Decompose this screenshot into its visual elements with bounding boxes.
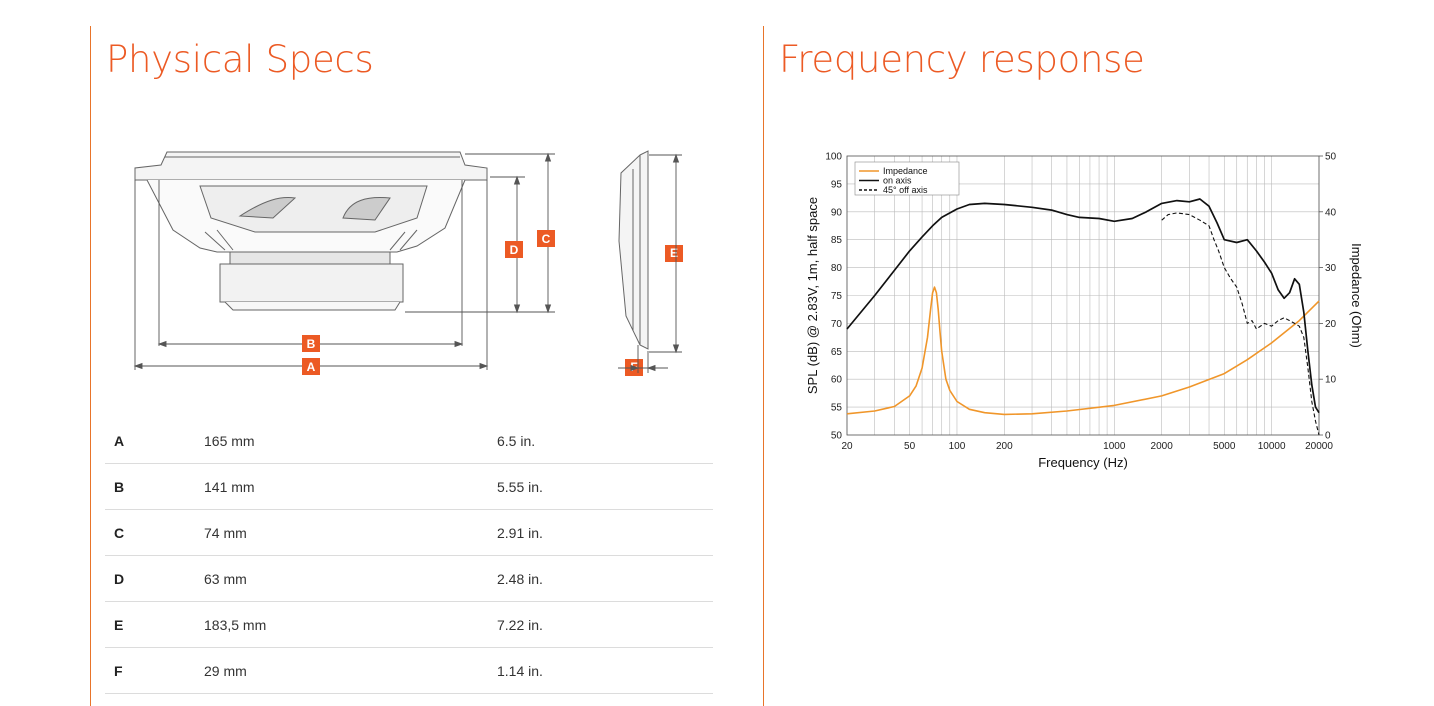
x-tick-label: 10000 — [1258, 441, 1286, 452]
spec-row-e: E 183,5 mm 7.22 in. — [105, 602, 713, 648]
spec-row-a: A 165 mm 6.5 in. — [105, 418, 713, 464]
spec-row-d: D 63 mm 2.48 in. — [105, 556, 713, 602]
spec-mm-value: 141 mm — [204, 479, 255, 495]
x-tick-label: 2000 — [1151, 441, 1174, 452]
series-line-0 — [846, 286, 1320, 416]
speaker-dimension-diagram: A B C D — [133, 151, 555, 375]
svg-text:D: D — [510, 243, 519, 257]
x-tick-label: 50 — [904, 441, 916, 452]
y-tick-label: 90 — [831, 207, 843, 218]
legend-box — [854, 161, 960, 196]
spec-mm-value: 165 mm — [204, 433, 255, 449]
physical-specs-heading: Physical Specs — [106, 38, 374, 81]
y2-tick-label: 0 — [1325, 431, 1331, 442]
spec-mm-value: 183,5 mm — [204, 617, 267, 633]
y-tick-label: 85 — [831, 235, 843, 246]
speaker-frame-outline — [134, 151, 488, 181]
left-divider — [90, 26, 91, 706]
y-tick-label: 65 — [831, 347, 843, 358]
plot-frame — [846, 155, 1320, 436]
spec-label: B — [114, 479, 125, 495]
dimension-badge-c: C — [537, 230, 555, 247]
y-axis-label: SPL (dB) @ 2.83V, 1m, half space — [805, 197, 820, 394]
y-tick-label: 55 — [831, 403, 843, 414]
x-tick-label: 20000 — [1305, 441, 1333, 452]
spec-inch-value: 1.14 in. — [497, 663, 543, 679]
y-tick-label: 100 — [825, 152, 842, 163]
dimension-badge-a: A — [302, 358, 320, 375]
x-tick-label: 100 — [949, 441, 966, 452]
spec-label: D — [114, 571, 125, 587]
spec-mm-value: 29 mm — [204, 663, 247, 679]
spec-label: F — [114, 663, 123, 679]
spec-inch-value: 2.48 in. — [497, 571, 543, 587]
speaker-magnet — [219, 263, 404, 303]
series-line-1 — [846, 198, 1320, 414]
x-tick-label: 5000 — [1213, 441, 1236, 452]
y2-tick-label: 30 — [1325, 263, 1337, 274]
spec-inch-value: 7.22 in. — [497, 617, 543, 633]
series-line-2 — [1161, 212, 1320, 436]
speaker-side-view — [618, 150, 682, 373]
spec-label: A — [114, 433, 125, 449]
y-tick-label: 95 — [831, 179, 843, 190]
specs-table: A 165 mm 6.5 in. B 141 mm 5.55 in. C 74 … — [105, 418, 713, 694]
svg-text:B: B — [307, 337, 316, 351]
spec-label: C — [114, 525, 125, 541]
svg-text:A: A — [307, 360, 316, 374]
y-tick-label: 70 — [831, 319, 843, 330]
dimension-badge-d: D — [505, 241, 523, 258]
spec-row-f: F 29 mm 1.14 in. — [105, 648, 713, 694]
legend-label: Impedance — [883, 166, 928, 176]
spec-mm-value: 63 mm — [204, 571, 247, 587]
y-tick-label: 75 — [831, 291, 843, 302]
spec-row-b: B 141 mm 5.55 in. — [105, 464, 713, 510]
y-tick-label: 60 — [831, 375, 843, 386]
y-tick-label: 50 — [831, 431, 843, 442]
x-tick-label: 1000 — [1103, 441, 1126, 452]
dimension-badge-e: E — [665, 245, 683, 262]
x-tick-label: 200 — [996, 441, 1013, 452]
svg-text:C: C — [542, 232, 551, 246]
y2-tick-label: 10 — [1325, 375, 1337, 386]
spec-inch-value: 6.5 in. — [497, 433, 536, 449]
frequency-response-heading: Frequency response — [779, 38, 1145, 81]
y2-tick-label: 40 — [1325, 207, 1337, 218]
y2-axis-label: Impedance (Ohm) — [1349, 243, 1364, 348]
spec-inch-value: 2.91 in. — [497, 525, 543, 541]
y2-tick-label: 50 — [1325, 152, 1337, 163]
legend-label: 45° off axis — [883, 185, 928, 195]
dimension-badge-b: B — [302, 335, 320, 352]
spec-row-c: C 74 mm 2.91 in. — [105, 510, 713, 556]
spec-inch-value: 5.55 in. — [497, 479, 543, 495]
x-axis-label: Frequency (Hz) — [1038, 455, 1128, 470]
spec-mm-value: 74 mm — [204, 525, 247, 541]
spec-label: E — [114, 617, 124, 633]
legend-label: on axis — [883, 176, 912, 186]
speaker-cone-outline — [199, 185, 428, 233]
middle-divider — [763, 26, 764, 706]
x-tick-label: 20 — [841, 441, 853, 452]
y-tick-label: 80 — [831, 263, 843, 274]
y2-tick-label: 20 — [1325, 319, 1337, 330]
